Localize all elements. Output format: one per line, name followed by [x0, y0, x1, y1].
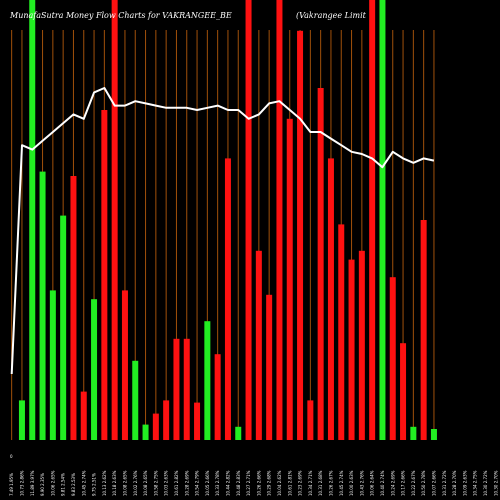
x-tick-label: 10.40 2.74% — [380, 470, 385, 496]
x-tick-label: 10.73 2.86% — [19, 470, 24, 496]
x-tick-label: 10.58 2.75% — [153, 470, 158, 496]
x-tick-label: 10.31 2.72% — [442, 470, 447, 496]
x-tick-label: 10.23 2.69% — [298, 470, 303, 496]
bar-down — [369, 0, 376, 440]
bar-down — [255, 250, 262, 440]
x-tick-label: 10.00 2.63% — [349, 470, 354, 496]
x-tick-label: 9.81 2.54% — [61, 473, 66, 496]
bar-up — [132, 360, 139, 440]
bar-down — [317, 88, 324, 440]
x-tick-label: 10.54 2.79% — [195, 470, 200, 496]
x-tick-label: 10.09 2.63% — [462, 470, 467, 496]
bar-down — [224, 158, 231, 440]
bar-down — [70, 176, 77, 440]
x-tick-label: 10.13 2.62% — [102, 470, 107, 496]
bar-down — [338, 224, 345, 440]
bar-down — [194, 402, 201, 440]
x-tick-label: 10.61 2.81% — [287, 470, 292, 496]
chart-title: MunafaSutra Money Flow Charts for VAKRAN… — [9, 11, 232, 20]
bar-down — [327, 158, 334, 440]
bar-up — [142, 424, 149, 440]
bar-up — [60, 215, 67, 440]
x-tick-label: 10.30 2.70% — [493, 470, 498, 496]
bar-down — [111, 0, 118, 440]
x-tick-label: 10.26 2.66% — [256, 470, 261, 496]
x-tick-label: 10.27 2.71% — [246, 470, 251, 496]
bar-down — [297, 30, 304, 441]
bar-up — [410, 426, 417, 440]
x-tick-label: 10.34 2.75% — [473, 470, 478, 496]
x-tick-label: 10.44 2.82% — [225, 470, 230, 496]
bar-down — [152, 413, 159, 440]
x-tick-label: 10.34 2.71% — [308, 470, 313, 496]
bar-up — [235, 426, 242, 440]
bar-down — [389, 277, 396, 440]
bar-down — [80, 391, 87, 440]
x-axis-labels: 7.49 1.95% 10.73 2.86% 11.89 3.97% 9.90 2.3… — [9, 470, 498, 496]
bar-down — [276, 0, 283, 440]
x-tick-label: 10.30 2.72% — [483, 470, 488, 496]
x-tick-label: 10.05 2.66% — [205, 470, 210, 496]
x-tick-label: 10.45 2.74% — [81, 470, 86, 496]
bar-up — [430, 429, 437, 440]
x-tick-label: 10.06 2.65% — [50, 470, 55, 496]
bar-up — [39, 171, 46, 440]
x-tick-label: 10.61 2.82% — [174, 470, 179, 496]
x-tick-label: 9.90 2.35% — [40, 473, 45, 496]
bar-down — [266, 294, 273, 440]
x-tick-label: 11.89 3.97% — [30, 470, 35, 496]
x-tick-label: 10.43 2.76% — [359, 470, 364, 496]
bar-down — [286, 118, 293, 441]
bar-down — [348, 259, 355, 440]
x-tick-label: 10.28 2.70% — [452, 470, 457, 496]
bar-up — [204, 321, 211, 440]
bar-down — [245, 0, 252, 440]
origin-label: 0 — [10, 454, 13, 459]
x-tick-label: 10.17 2.66% — [401, 470, 406, 496]
x-tick-label: 9.75 2.51% — [92, 473, 97, 496]
volume-bars — [18, 0, 437, 441]
x-tick-label: 10.22 2.67% — [411, 470, 416, 496]
x-tick-label: 10.48 2.83% — [236, 470, 241, 496]
x-tick-label: 10.31 2.68% — [318, 470, 323, 496]
x-tick-label: 10.02 2.76% — [133, 470, 138, 496]
bar-up — [49, 290, 56, 440]
x-tick-label: 10.07 2.66% — [431, 470, 436, 496]
x-tick-label: 7.49 1.95% — [9, 473, 14, 496]
bar-down — [307, 400, 314, 440]
x-tick-label: 10.08 2.65% — [122, 470, 127, 496]
x-tick-label: 10.18 2.63% — [112, 470, 117, 496]
bar-down — [358, 250, 365, 440]
bar-up — [379, 0, 386, 440]
x-tick-label: 10.24 2.69% — [390, 470, 395, 496]
x-tick-label: 9.83 2.53% — [71, 473, 76, 496]
bar-up — [29, 0, 36, 440]
bar-down — [214, 354, 221, 440]
bar-down — [183, 338, 190, 440]
x-tick-label: 10.03 2.63% — [164, 470, 169, 496]
x-tick-label: 10.28 2.69% — [184, 470, 189, 496]
bar-down — [420, 220, 427, 440]
x-tick-label: 10.29 2.68% — [267, 470, 272, 496]
bar-down — [163, 400, 170, 440]
x-tick-label: 10.08 2.65% — [143, 470, 148, 496]
x-tick-label: 10.33 2.78% — [215, 470, 220, 496]
bar-up — [91, 299, 98, 440]
x-tick-label: 10.04 2.62% — [277, 470, 282, 496]
x-tick-label: 10.06 2.64% — [370, 470, 375, 496]
bar-up — [18, 400, 25, 440]
bar-down — [400, 343, 407, 440]
bar-down — [173, 338, 180, 440]
bar-down — [121, 290, 128, 440]
x-tick-label: 10.26 2.67% — [328, 470, 333, 496]
x-tick-label: 10.45 2.74% — [339, 470, 344, 496]
chart-subtitle: (Vakrangee Limit — [296, 11, 367, 20]
bar-down — [101, 110, 108, 440]
price-line — [10, 87, 435, 375]
x-tick-label: 10.50 2.78% — [421, 470, 426, 496]
